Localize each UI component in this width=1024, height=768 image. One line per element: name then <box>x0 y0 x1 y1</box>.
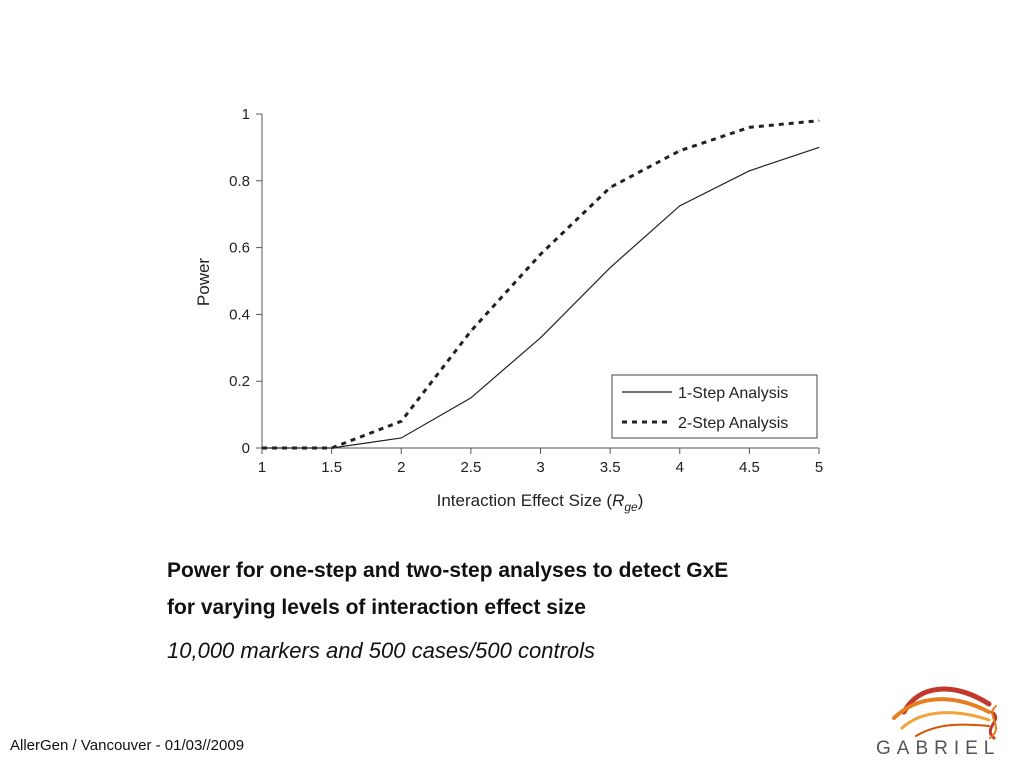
caption-title: Power for one-step and two-step analyses… <box>167 552 967 626</box>
x-tick-label: 5 <box>815 459 823 476</box>
chart-series <box>261 119 820 450</box>
y-tick-label: 0.8 <box>229 173 250 190</box>
figure-caption: Power for one-step and two-step analyses… <box>167 552 967 664</box>
series-1-point <box>540 337 541 339</box>
caption-subtitle: 10,000 markers and 500 cases/500 control… <box>167 638 596 663</box>
chart-ticks: 1 1.5 2 2.5 3 3.5 4 4.5 5 0 0.2 0.4 0.6 0.8 1 <box>229 106 823 476</box>
series-2-point <box>609 186 611 188</box>
x-axis-label: Interaction Effect Size (Rge) <box>437 491 644 514</box>
x-tick-label: 4 <box>676 459 684 476</box>
chart-legend: 1-Step Analysis 2-Step Analysis <box>611 374 818 439</box>
y-tick-label: 1 <box>242 106 250 123</box>
series-2-point <box>400 420 402 422</box>
series-2-point <box>748 126 750 128</box>
y-tick-label: 0 <box>242 440 250 457</box>
x-tick-label: 1 <box>258 459 266 476</box>
series-1-point <box>470 397 472 399</box>
y-axis-label: Power <box>194 258 213 307</box>
y-tick-label: 0.6 <box>229 240 250 257</box>
legend-label-1: 1-Step Analysis <box>678 385 788 402</box>
x-tick-label: 3.5 <box>600 459 621 476</box>
logo-wordmark: GABRIEL <box>876 738 1001 759</box>
series-1-point <box>679 205 681 207</box>
x-tick-label: 2.5 <box>460 459 481 476</box>
series-2-point <box>261 447 263 449</box>
y-tick-label: 0.2 <box>229 373 250 390</box>
series-2-point <box>470 330 472 332</box>
y-tick-label: 0.4 <box>229 306 250 323</box>
gabriel-logo-icon <box>892 686 998 740</box>
caption-title-line1: Power for one-step and two-step analyses… <box>167 559 729 582</box>
legend-label-2: 2-Step Analysis <box>678 415 788 432</box>
gabriel-logo: GABRIEL <box>864 682 1014 766</box>
series-1-point <box>609 267 611 269</box>
x-tick-label: 1.5 <box>321 459 342 476</box>
series-2-point <box>818 120 820 122</box>
power-chart: 1 1.5 2 2.5 3 3.5 4 4.5 5 0 0.2 0.4 0.6 0.8 1 1-Step A… <box>194 106 823 514</box>
series-1-point <box>818 146 820 148</box>
x-tick-label: 4.5 <box>739 459 760 476</box>
x-tick-label: 2 <box>397 459 405 476</box>
x-tick-label: 3 <box>536 459 544 476</box>
series-1-point <box>400 437 402 439</box>
series-1-point <box>748 170 750 172</box>
series-2-point <box>679 150 681 152</box>
series-2-point <box>331 447 333 449</box>
footer-text: AllerGen / Vancouver - 01/03//2009 <box>10 737 245 754</box>
series-2-point <box>540 253 541 255</box>
legend-box <box>611 374 818 439</box>
caption-title-line2: for varying levels of interaction effect… <box>167 596 586 619</box>
